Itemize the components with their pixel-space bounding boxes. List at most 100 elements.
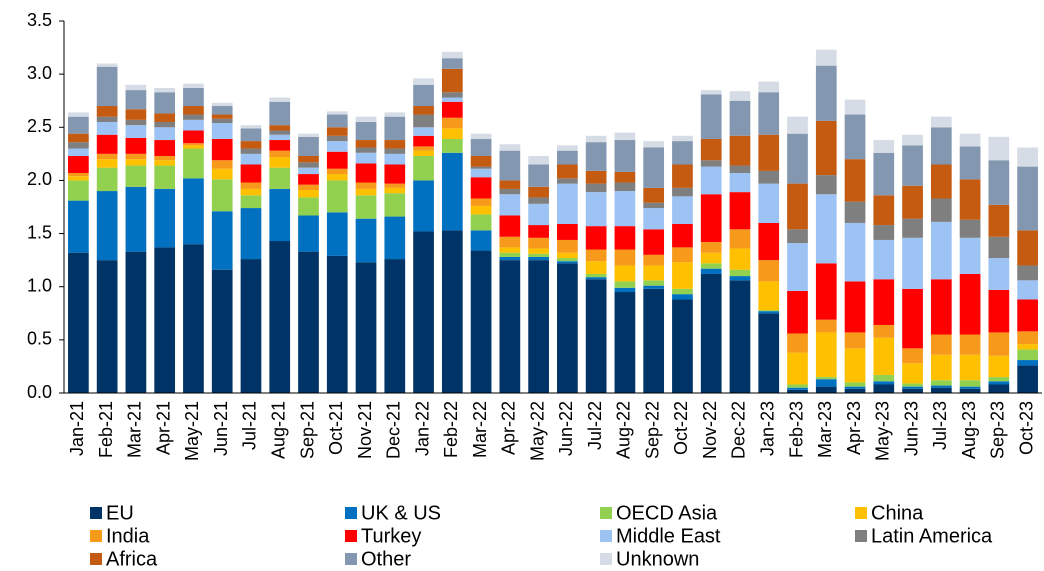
bar-segment	[384, 140, 406, 149]
bar-segment	[499, 247, 521, 253]
bar-segment	[988, 355, 1010, 378]
bar-segment	[183, 119, 204, 131]
bar-segment	[441, 101, 463, 118]
bar-segment	[815, 65, 837, 121]
bar-segment	[930, 334, 952, 355]
bar-segment	[125, 109, 147, 120]
bar-segment	[643, 288, 665, 393]
bar-segment	[441, 51, 463, 59]
bar-segment	[873, 279, 895, 325]
bar-segment	[528, 256, 549, 261]
bar-segment	[585, 279, 607, 393]
bar-segment	[672, 262, 693, 289]
bar-segment	[384, 187, 406, 194]
bar-segment	[269, 125, 291, 131]
bar-segment	[528, 260, 549, 393]
bar-segment	[643, 280, 665, 286]
bar-segment	[68, 116, 89, 134]
bar-segment	[614, 171, 636, 183]
x-tick-label: Sep-23	[988, 401, 1008, 459]
bar-segment	[643, 187, 665, 203]
bar-segment	[298, 184, 319, 190]
bar-segment	[384, 183, 406, 188]
bar-segment	[413, 114, 434, 128]
bar-segment	[787, 387, 808, 390]
x-tick-label: Jun-21	[211, 401, 231, 456]
legend-swatch	[600, 507, 612, 519]
legend-swatch	[855, 530, 867, 542]
bar-segment	[758, 281, 780, 311]
bar-segment	[499, 188, 521, 195]
bar-segment	[873, 225, 895, 240]
bar-segment	[643, 254, 665, 266]
bar-segment	[470, 138, 492, 156]
bar-segment	[96, 66, 118, 107]
bar-segment	[470, 177, 492, 199]
bar-segment	[557, 239, 578, 253]
bar-segment	[873, 324, 895, 338]
bar-segment	[183, 87, 204, 107]
bar-segment	[269, 101, 291, 126]
bar-segment	[902, 218, 923, 238]
bar-segment	[873, 374, 895, 382]
bar-segment	[614, 249, 636, 266]
bar-segment	[470, 205, 492, 215]
bar-segment	[96, 134, 118, 154]
bar-segment	[729, 165, 751, 173]
bar-segment	[96, 116, 118, 122]
bar-segment	[700, 242, 722, 253]
x-tick-label: Jul-23	[930, 401, 950, 450]
bar-segment	[326, 168, 348, 175]
bar-segment	[326, 151, 348, 169]
bar-segment	[902, 388, 923, 393]
bar-segment	[729, 276, 751, 281]
bar-segment	[844, 348, 866, 383]
bar-segment	[441, 97, 463, 102]
x-tick-label: Oct-23	[1016, 401, 1036, 455]
bar-segment	[413, 150, 434, 156]
legend-swatch	[90, 553, 102, 565]
bar-segment	[815, 120, 837, 176]
bar-segment	[815, 49, 837, 66]
bar-segment	[988, 160, 1010, 205]
bar-segment	[902, 288, 923, 349]
bar-segment	[68, 176, 89, 181]
bar-segment	[528, 186, 549, 198]
bar-segment	[643, 229, 665, 255]
bar-segment	[873, 152, 895, 196]
bar-segment	[930, 387, 952, 393]
bar-segment	[183, 178, 204, 245]
bar-segment	[413, 78, 434, 85]
bar-segment	[787, 229, 808, 244]
bar-segment	[585, 273, 607, 278]
bar-segment	[787, 290, 808, 334]
bar-segment	[125, 84, 147, 91]
bar-segment	[499, 150, 521, 181]
bar-segment	[672, 141, 693, 165]
bar-segment	[585, 249, 607, 262]
bar-segment	[758, 183, 780, 223]
bar-segment	[729, 91, 751, 101]
bar-segment	[930, 380, 952, 386]
bar-segment	[959, 386, 981, 389]
bar-segment	[298, 167, 319, 175]
x-tick-label: Nov-21	[355, 401, 375, 459]
bar-segment	[269, 130, 291, 135]
bar-segment	[844, 201, 866, 223]
bar-segment	[528, 237, 549, 249]
bar-segment	[298, 133, 319, 137]
bar-segment	[154, 247, 176, 393]
x-tick-label: Mar-21	[125, 401, 145, 458]
x-tick-label: Sep-21	[297, 401, 317, 459]
bar-segment	[125, 119, 147, 126]
bar-segment	[355, 121, 377, 141]
bar-segment	[499, 252, 521, 257]
bar-segment	[441, 128, 463, 139]
bar-segment	[959, 179, 981, 220]
bar-segment	[815, 175, 837, 195]
bar-segment	[729, 172, 751, 193]
bar-segment	[758, 92, 780, 135]
bar-segment	[499, 215, 521, 237]
bar-segment	[240, 128, 262, 142]
bar-segment	[125, 153, 147, 160]
